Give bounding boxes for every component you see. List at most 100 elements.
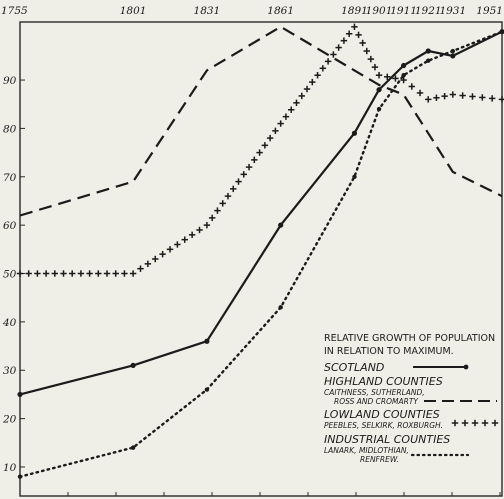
lowland-counties-marker <box>188 231 196 239</box>
legend-cross <box>461 419 469 427</box>
lowland-counties-marker <box>214 207 221 214</box>
x-tick-label: 1921 <box>415 5 442 17</box>
lowland-counties-marker <box>144 260 152 268</box>
highland-counties-line <box>19 25 503 217</box>
legend-highland-sub-2: ROSS AND CROMARTY <box>334 397 419 406</box>
industrial-counties-point <box>17 474 23 479</box>
y-tick-label: 10 <box>3 462 17 474</box>
lowland-counties-marker <box>181 236 188 243</box>
legend-cross <box>471 419 479 427</box>
y-tick-label: 80 <box>3 123 17 135</box>
lowland-counties-marker <box>166 246 174 253</box>
lowland-counties-marker <box>416 89 424 97</box>
industrial-counties-line <box>18 30 504 478</box>
y-axis-ticks: 10 20 30 40 50 60 70 80 90 <box>2 75 25 474</box>
lowland-counties-marker <box>330 51 337 58</box>
lowland-counties-marker <box>174 241 181 248</box>
industrial-counties-point <box>352 174 357 179</box>
lowland-counties-marker <box>272 127 279 135</box>
lowland-counties-marker <box>251 156 258 164</box>
lowland-counties-marker <box>469 93 476 100</box>
lowland-counties-marker <box>137 265 144 272</box>
lowland-counties-marker <box>230 185 237 193</box>
x-tick-label: 1831 <box>194 5 221 17</box>
y-tick-label: 40 <box>2 317 17 329</box>
x-tick-label: 1911 <box>390 5 417 17</box>
lowland-counties-marker <box>203 221 211 229</box>
lowland-counties-marker <box>34 270 41 277</box>
legend-industrial-sub-2: RENFREW. <box>360 455 399 464</box>
lowland-counties-marker <box>425 96 432 103</box>
scotland-point <box>425 48 431 54</box>
lowland-counties-marker <box>16 270 24 277</box>
lowland-counties-marker <box>359 39 366 47</box>
lowland-counties-marker <box>400 76 407 84</box>
industrial-counties-point <box>278 305 283 310</box>
lowland-counties-marker <box>314 72 321 79</box>
x-tick-label: 1755 <box>1 5 28 17</box>
lowland-counties-marker <box>408 83 416 90</box>
legend-highland-sub-1: CAITHNESS, SUTHERLAND, <box>324 388 425 397</box>
scotland-point <box>130 362 136 369</box>
lowland-counties-marker <box>196 226 203 234</box>
lowland-counties-marker <box>235 178 242 185</box>
x-tick-label: 1891 <box>341 5 368 17</box>
lowland-counties-marker <box>363 47 370 55</box>
y-tick-label: 50 <box>3 269 17 281</box>
lowland-counties-marker <box>60 270 67 277</box>
lowland-counties-marker <box>77 270 85 277</box>
legend-cross <box>491 419 499 427</box>
lowland-counties-marker <box>208 214 216 222</box>
scotland-point <box>401 62 407 69</box>
legend-industrial-sub-1: LANARK, MIDLOTHIAN, <box>324 446 409 455</box>
lowland-counties-marker <box>319 65 327 72</box>
legend-industrial-label: INDUSTRIAL COUNTIES <box>324 433 450 446</box>
x-tick-label: 1931 <box>439 5 466 17</box>
legend-scotland-label: SCOTLAND <box>324 361 384 374</box>
scotland-point <box>17 391 23 398</box>
scotland-point <box>450 53 456 59</box>
industrial-counties-point <box>450 48 456 54</box>
lowland-counties-marker <box>282 113 290 120</box>
lowland-counties-marker <box>303 85 311 93</box>
industrial-counties-point <box>204 387 210 392</box>
lowland-counties-marker <box>288 106 295 113</box>
lowland-counties-marker <box>152 255 159 263</box>
y-tick-label: 30 <box>3 365 17 377</box>
lowland-counties-marker <box>324 58 332 65</box>
lowland-counties-marker <box>277 120 284 127</box>
industrial-counties-point <box>130 445 136 450</box>
lowland-counties-marker <box>256 149 263 156</box>
lowland-counties-marker <box>121 270 128 277</box>
lowland-counties-marker <box>112 270 119 277</box>
industrial-counties-point <box>401 73 406 78</box>
lowland-counties-marker <box>298 92 305 100</box>
lowland-counties-marker <box>42 270 50 277</box>
lowland-counties-marker <box>335 44 342 51</box>
lowland-counties-marker <box>86 270 93 277</box>
lowland-counties-marker <box>367 55 375 63</box>
y-tick-label: 70 <box>3 172 17 184</box>
lowland-counties-marker <box>498 96 504 103</box>
scotland-line <box>19 30 503 396</box>
legend-cross <box>481 419 489 427</box>
lowland-counties-marker <box>245 163 253 171</box>
y-tick-label: 20 <box>2 414 17 426</box>
x-tick-label: 1801 <box>120 5 147 17</box>
industrial-counties-point <box>499 29 504 34</box>
y-tick-label: 90 <box>3 75 17 87</box>
lowland-counties-marker <box>266 134 274 142</box>
x-tick-label: 1861 <box>267 5 294 17</box>
lowland-counties-marker <box>479 94 486 101</box>
scotland-point <box>376 87 382 93</box>
legend-highland-label: HIGHLAND COUNTIES <box>324 375 443 388</box>
lowland-counties-marker <box>51 270 59 277</box>
lowland-counties-marker <box>95 270 102 277</box>
scotland-point <box>351 130 358 136</box>
lowland-counties-marker <box>392 75 399 82</box>
lowland-counties-marker <box>293 99 300 107</box>
lowland-counties-marker <box>459 92 466 99</box>
lowland-counties-marker <box>240 171 247 178</box>
